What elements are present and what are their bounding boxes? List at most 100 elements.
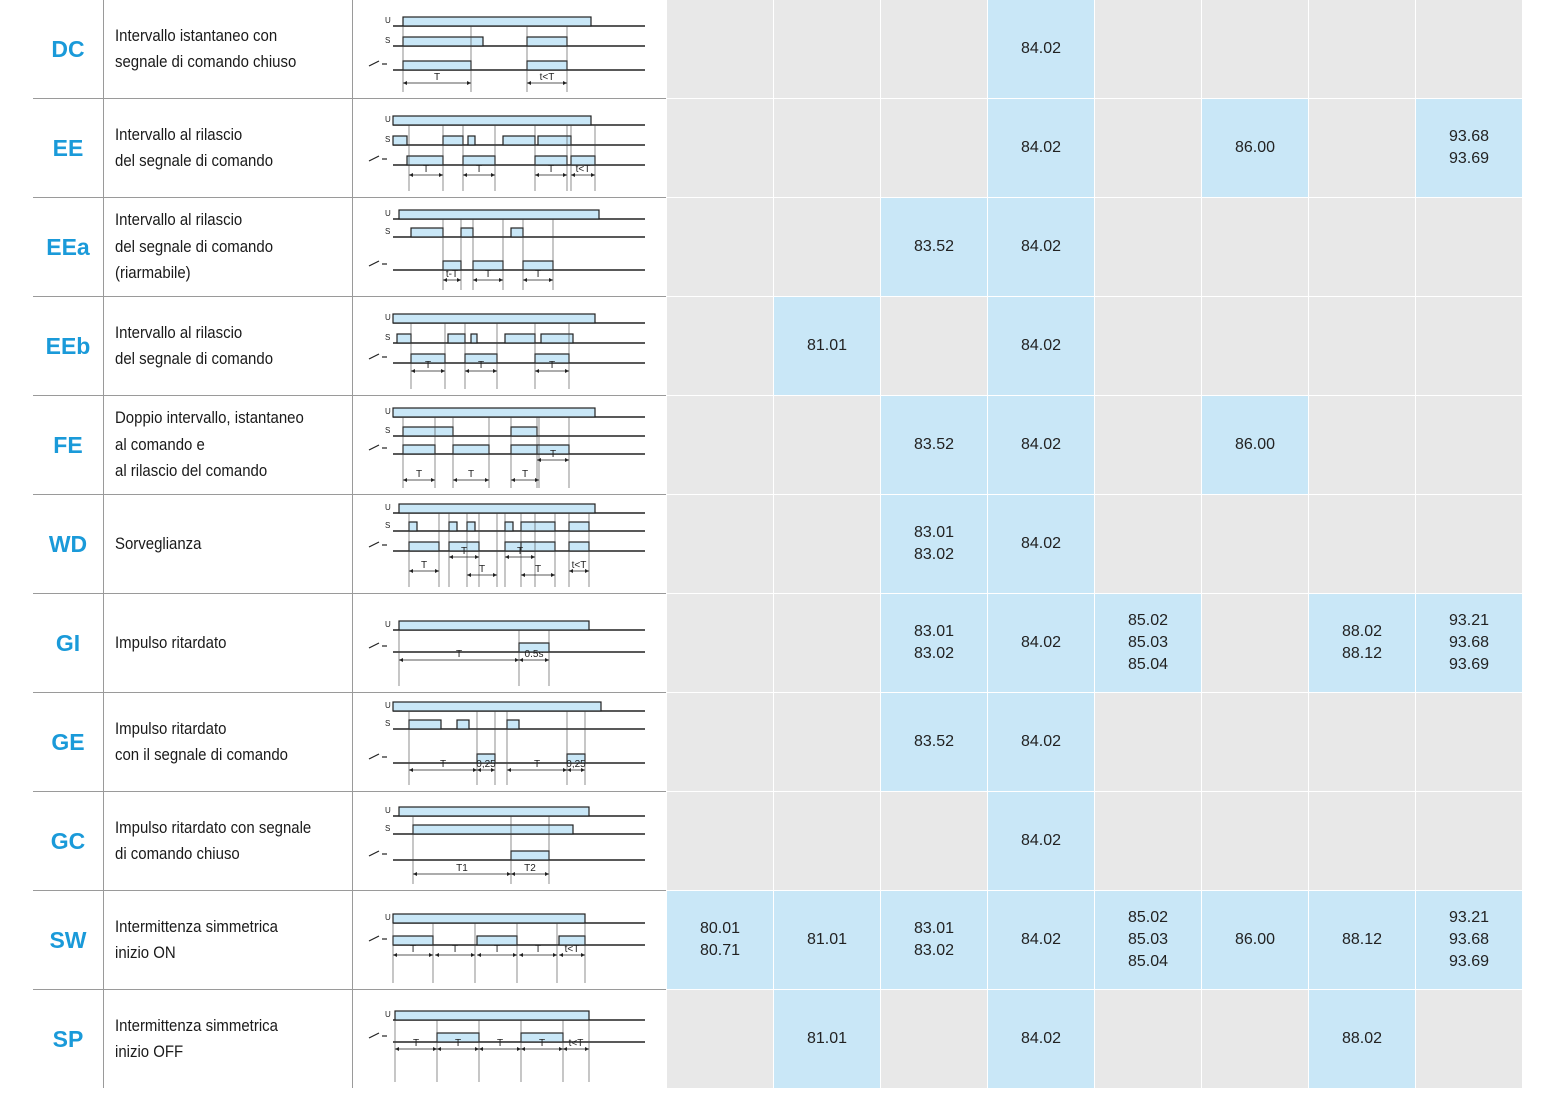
product-code: 93.21 — [1448, 909, 1490, 926]
signal-pulse — [392, 701, 602, 712]
dimension-arrow-icon — [521, 573, 555, 577]
contact-symbol-icon — [368, 444, 380, 451]
signal-label-u: U — [385, 313, 391, 322]
contact-symbol-icon — [368, 353, 380, 360]
empty-cell — [1416, 495, 1522, 593]
empty-cell — [774, 0, 880, 98]
empty-cell — [774, 792, 880, 890]
product-cell: 84.02 — [988, 396, 1094, 494]
table-row: EE Intervallo al rilascio del segnale di c… — [33, 99, 1523, 198]
dimension-label: t<T — [572, 560, 587, 571]
signal-label-u: U — [385, 16, 391, 25]
signal-pulse — [504, 521, 514, 532]
function-code: FE — [33, 396, 104, 494]
timing-diagram: USt-T T T — [368, 209, 645, 290]
product-cell: 85.02 85.03 85.04 — [1095, 891, 1201, 989]
empty-cell — [667, 990, 773, 1088]
description-line: (riarmabile) — [115, 263, 191, 283]
empty-cell — [667, 297, 773, 395]
function-description: Intervallo al rilascio del segnale di com… — [104, 99, 353, 197]
product-cell: 83.52 — [881, 693, 987, 791]
empty-cell — [1095, 0, 1201, 98]
product-cell: 81.01 — [774, 297, 880, 395]
function-description: Doppio intervallo, istantaneo al comando … — [104, 396, 353, 494]
signal-pulse — [398, 209, 600, 220]
empty-cell — [1416, 198, 1522, 296]
signal-label-s: S — [385, 135, 390, 144]
product-code: 93.68 — [1448, 128, 1490, 145]
product-cell: 86.00 — [1202, 99, 1308, 197]
signal-label-s: S — [385, 426, 390, 435]
product-code: 93.68 — [1448, 634, 1490, 651]
product-cell: 88.12 — [1309, 891, 1415, 989]
signal-pulse — [398, 503, 596, 514]
dimension-arrow-icon — [535, 369, 569, 373]
product-code: 83.52 — [913, 238, 955, 255]
empty-cell — [1309, 495, 1415, 593]
function-description: Intermittenza simmetrica inizio OFF — [104, 990, 353, 1088]
dimension-arrow-icon — [527, 81, 567, 85]
product-cell: 88.02 — [1309, 990, 1415, 1088]
empty-cell — [667, 396, 773, 494]
row-divider — [33, 593, 666, 594]
empty-cell — [774, 99, 880, 197]
product-code: 83.52 — [913, 733, 955, 750]
contact-symbol-icon — [368, 541, 380, 548]
signal-pulse — [442, 135, 464, 146]
product-cell: 84.02 — [988, 99, 1094, 197]
empty-cell — [1202, 495, 1308, 593]
signal-label-s: S — [385, 36, 390, 45]
empty-cell — [1416, 693, 1522, 791]
product-code: 85.04 — [1127, 953, 1169, 970]
row-divider — [33, 692, 666, 693]
signal-pulse — [502, 135, 536, 146]
empty-cell — [667, 792, 773, 890]
empty-cell — [1202, 0, 1308, 98]
product-code: 83.02 — [913, 645, 955, 662]
empty-cell — [1416, 297, 1522, 395]
empty-cell — [881, 99, 987, 197]
product-cell: 85.02 85.03 85.04 — [1095, 594, 1201, 692]
empty-cell — [1309, 99, 1415, 197]
product-cell: 83.01 83.02 — [881, 495, 987, 593]
empty-cell — [881, 0, 987, 98]
description-line: Intervallo al rilascio — [115, 210, 243, 230]
product-code: 84.02 — [1020, 238, 1062, 255]
product-cell: 84.02 — [988, 594, 1094, 692]
description-line: con il segnale di comando — [115, 745, 288, 764]
dimension-label: T — [425, 360, 431, 371]
function-code: EE — [33, 99, 104, 197]
description-line: del segnale di comando — [115, 236, 274, 256]
product-cell: 84.02 — [988, 495, 1094, 593]
product-cell: 84.02 — [988, 891, 1094, 989]
dimension-label: t<T — [576, 164, 591, 175]
product-code: 84.02 — [1020, 436, 1062, 453]
empty-cell — [1095, 99, 1201, 197]
table-row: EEb Intervallo al rilascio del segnale di … — [33, 297, 1523, 396]
timing-diagram: U T 0.5s — [368, 620, 645, 686]
dimension-label: T — [410, 944, 416, 955]
signal-pulse — [392, 115, 592, 126]
product-code: 88.12 — [1341, 931, 1383, 948]
product-cell: 84.02 — [988, 0, 1094, 98]
dimension-label: T — [416, 469, 422, 480]
contact-symbol-icon — [368, 60, 380, 67]
timing-diagram: U S T T T — [368, 313, 645, 389]
product-code: 81.01 — [806, 931, 848, 948]
description-line: inizio ON — [115, 943, 176, 962]
contact-symbol-icon — [368, 642, 380, 649]
dimension-label: T — [535, 944, 541, 955]
description-line: di comando chiuso — [115, 844, 240, 863]
function-code: DC — [33, 0, 104, 98]
dimension-label: T — [479, 564, 485, 575]
empty-cell — [1202, 594, 1308, 692]
table-row: EEa Intervallo al rilascio del segnale di … — [33, 198, 1523, 297]
empty-cell — [1416, 792, 1522, 890]
signal-label-u: U — [385, 701, 391, 710]
signal-pulse — [537, 135, 572, 146]
description-line: del segnale di comando — [115, 349, 274, 368]
